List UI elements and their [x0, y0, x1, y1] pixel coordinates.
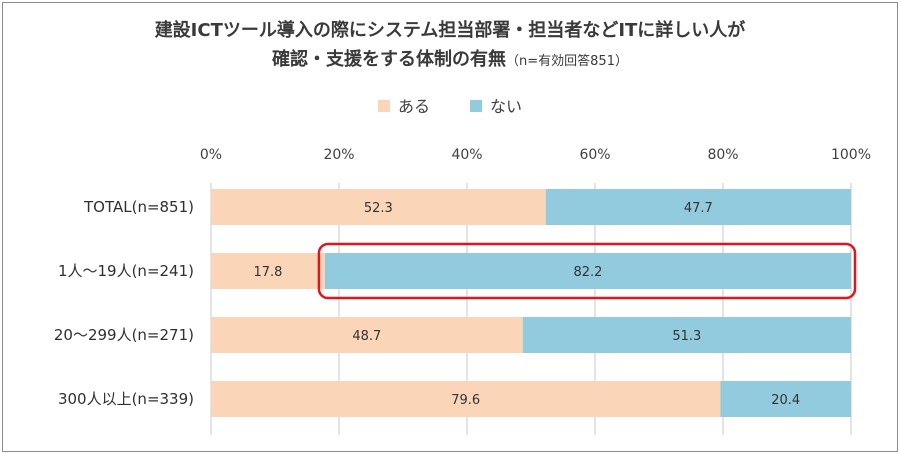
category-label: 1人～19人(n=241) — [58, 262, 194, 280]
x-tick-label: 60% — [579, 147, 610, 163]
category-label: TOTAL(n=851) — [83, 198, 194, 216]
legend-label: ない — [490, 97, 522, 116]
bar-segment — [324, 253, 851, 289]
legend: ある ない — [378, 97, 522, 116]
bar-segment — [522, 317, 851, 353]
data-label: 51.3 — [672, 329, 701, 344]
category-label: 20～299人(n=271) — [54, 326, 194, 344]
category-labels: TOTAL(n=851) 1人～19人(n=241) 20～299人(n=271) 3… — [54, 198, 194, 408]
data-label: 47.7 — [684, 201, 713, 216]
bars: 52.3 47.7 17.8 82.2 48.7 51.3 79.6 20.4 — [211, 189, 851, 417]
data-label: 17.8 — [253, 265, 282, 280]
highlight-layer — [317, 242, 857, 300]
legend-swatch — [378, 100, 390, 112]
stacked-bar-chart: 建設ICTツール導入の際にシステム担当部署・担当者などITに詳しい人が 確認・支… — [54, 19, 871, 435]
x-tick-label: 80% — [707, 147, 738, 163]
category-label: 300人以上(n=339) — [58, 390, 194, 408]
data-label: 79.6 — [451, 393, 480, 408]
data-label: 82.2 — [573, 265, 602, 280]
chart-title-main: 確認・支援をする体制の有無 — [272, 48, 506, 70]
highlight-box — [317, 242, 857, 300]
bar-segment — [211, 317, 523, 353]
x-tick-label: 40% — [451, 147, 482, 163]
chart-title-line-2: 確認・支援をする体制の有無（n=有効回答851） — [272, 48, 628, 70]
bar-segment — [211, 381, 721, 417]
bar-segment — [211, 189, 546, 225]
x-axis-ticks: 0% 20% 40% 60% 80% 100% — [200, 147, 871, 163]
data-label: 52.3 — [364, 201, 393, 216]
chart-title-note: （n=有効回答851） — [506, 53, 628, 69]
x-tick-label: 100% — [831, 147, 871, 163]
data-label: 20.4 — [771, 393, 800, 408]
chart-title-line-1: 建設ICTツール導入の際にシステム担当部署・担当者などITに詳しい人が — [155, 19, 746, 41]
bar-segment — [211, 253, 325, 289]
x-tick-label: 0% — [200, 147, 222, 163]
legend-swatch — [470, 100, 482, 112]
bar-segment — [545, 189, 851, 225]
data-label: 48.7 — [352, 329, 381, 344]
legend-label: ある — [398, 97, 430, 116]
x-tick-label: 20% — [323, 147, 354, 163]
bar-segment — [720, 381, 851, 417]
